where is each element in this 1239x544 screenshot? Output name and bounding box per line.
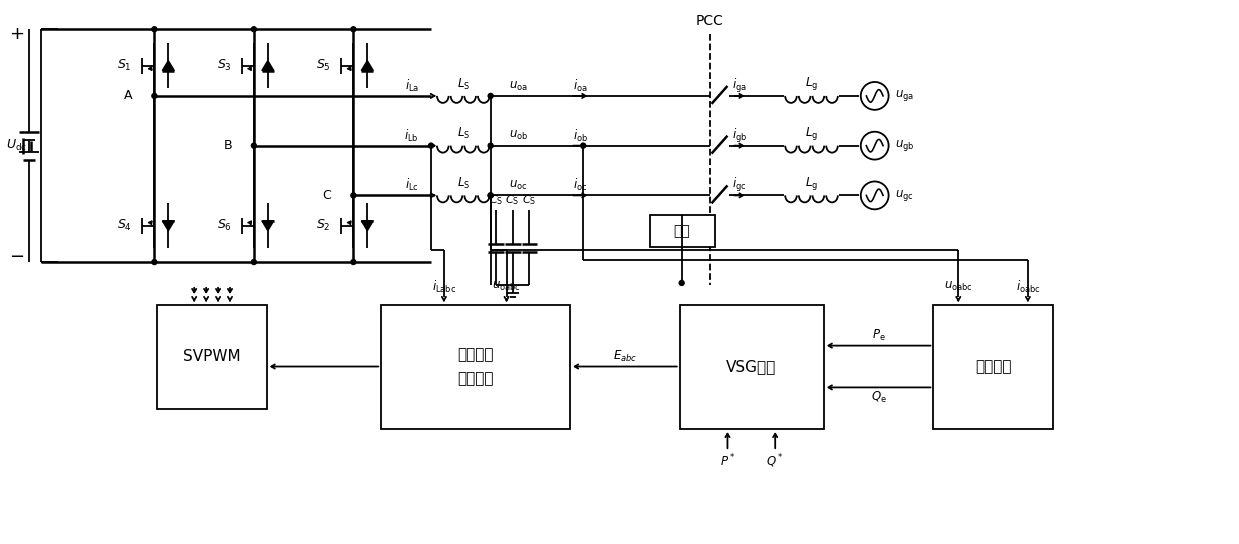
Circle shape bbox=[488, 94, 493, 98]
Bar bbox=[680, 305, 824, 429]
Text: $L_{\rm S}$: $L_{\rm S}$ bbox=[457, 126, 470, 141]
Circle shape bbox=[351, 27, 356, 32]
Text: +: + bbox=[10, 25, 25, 43]
Bar bbox=[157, 305, 266, 409]
Text: $u_{\rm gc}$: $u_{\rm gc}$ bbox=[895, 188, 913, 203]
Text: $u_{\rm oabc}$: $u_{\rm oabc}$ bbox=[492, 280, 520, 293]
Polygon shape bbox=[162, 60, 175, 71]
Text: $S_6$: $S_6$ bbox=[217, 218, 232, 233]
Text: PCC: PCC bbox=[695, 14, 724, 28]
Text: $P^*$: $P^*$ bbox=[720, 453, 735, 469]
Text: $L_{\rm g}$: $L_{\rm g}$ bbox=[805, 76, 818, 92]
Text: $i_{\rm Labc}$: $i_{\rm Labc}$ bbox=[432, 279, 456, 295]
Circle shape bbox=[152, 27, 157, 32]
Text: $u_{\rm ga}$: $u_{\rm ga}$ bbox=[895, 89, 913, 103]
Text: $u_{\rm ob}$: $u_{\rm ob}$ bbox=[509, 129, 528, 142]
Text: SVPWM: SVPWM bbox=[183, 349, 240, 364]
Circle shape bbox=[488, 193, 493, 198]
Text: $i_{\rm ob}$: $i_{\rm ob}$ bbox=[572, 128, 587, 144]
Text: $Q^*$: $Q^*$ bbox=[767, 452, 784, 470]
Text: C: C bbox=[322, 189, 332, 202]
Text: A: A bbox=[124, 89, 133, 102]
Text: B: B bbox=[223, 139, 232, 152]
Text: $i_{\rm oc}$: $i_{\rm oc}$ bbox=[572, 177, 587, 194]
Text: $i_{\rm gc}$: $i_{\rm gc}$ bbox=[732, 176, 747, 194]
Text: $Q_{\rm e}$: $Q_{\rm e}$ bbox=[871, 390, 887, 405]
Text: 双环控制: 双环控制 bbox=[457, 371, 494, 386]
Text: $E_{abc}$: $E_{abc}$ bbox=[613, 349, 637, 364]
Text: $u_{\rm oa}$: $u_{\rm oa}$ bbox=[509, 79, 528, 92]
Text: $i_{\rm Lc}$: $i_{\rm Lc}$ bbox=[405, 177, 419, 194]
Circle shape bbox=[488, 193, 493, 198]
Text: $i_{\rm oabc}$: $i_{\rm oabc}$ bbox=[1016, 279, 1041, 295]
Text: $L_{\rm g}$: $L_{\rm g}$ bbox=[805, 125, 818, 142]
Text: $U_{\rm dc}$: $U_{\rm dc}$ bbox=[6, 138, 26, 153]
Text: $i_{\rm ga}$: $i_{\rm ga}$ bbox=[732, 77, 747, 95]
Text: $S_3$: $S_3$ bbox=[217, 58, 232, 72]
Text: $C_{\rm S}$: $C_{\rm S}$ bbox=[506, 194, 519, 207]
Text: $u_{\rm oabc}$: $u_{\rm oabc}$ bbox=[944, 280, 973, 293]
Circle shape bbox=[252, 27, 256, 32]
Text: $i_{\rm Lb}$: $i_{\rm Lb}$ bbox=[404, 128, 419, 144]
Text: 功率计算: 功率计算 bbox=[975, 359, 1011, 374]
Polygon shape bbox=[362, 221, 373, 231]
Circle shape bbox=[581, 143, 586, 148]
Circle shape bbox=[252, 143, 256, 148]
Circle shape bbox=[429, 143, 434, 148]
Circle shape bbox=[152, 94, 157, 98]
Text: VSG控制: VSG控制 bbox=[726, 359, 777, 374]
Polygon shape bbox=[261, 221, 274, 231]
Text: $L_{\rm S}$: $L_{\rm S}$ bbox=[457, 76, 470, 91]
Text: $S_4$: $S_4$ bbox=[116, 218, 133, 233]
Text: −: − bbox=[10, 248, 25, 266]
Text: $L_{\rm S}$: $L_{\rm S}$ bbox=[457, 176, 470, 191]
Text: $L_{\rm g}$: $L_{\rm g}$ bbox=[805, 175, 818, 192]
Circle shape bbox=[679, 281, 684, 286]
Text: $u_{\rm oc}$: $u_{\rm oc}$ bbox=[509, 179, 528, 192]
Circle shape bbox=[488, 143, 493, 148]
Text: $S_1$: $S_1$ bbox=[118, 58, 131, 72]
Circle shape bbox=[152, 259, 157, 264]
Text: $u_{\rm gb}$: $u_{\rm gb}$ bbox=[895, 138, 914, 153]
Circle shape bbox=[252, 259, 256, 264]
Polygon shape bbox=[162, 221, 175, 231]
Bar bbox=[382, 305, 570, 429]
Bar bbox=[933, 305, 1053, 429]
Polygon shape bbox=[362, 60, 373, 71]
Text: $C_{\rm S}$: $C_{\rm S}$ bbox=[523, 194, 536, 207]
Text: $S_2$: $S_2$ bbox=[316, 218, 331, 233]
Circle shape bbox=[351, 193, 356, 198]
Circle shape bbox=[351, 259, 356, 264]
Text: $i_{\rm gb}$: $i_{\rm gb}$ bbox=[732, 127, 747, 145]
Text: $S_5$: $S_5$ bbox=[316, 58, 331, 72]
Text: $C_{\rm S}$: $C_{\rm S}$ bbox=[488, 194, 503, 207]
Text: 电压电流: 电压电流 bbox=[457, 347, 494, 362]
Polygon shape bbox=[261, 60, 274, 71]
Text: $P_{\rm e}$: $P_{\rm e}$ bbox=[872, 328, 886, 343]
Bar bbox=[649, 215, 715, 247]
Text: 负载: 负载 bbox=[673, 224, 690, 238]
Text: $i_{\rm La}$: $i_{\rm La}$ bbox=[405, 78, 419, 94]
Text: $i_{\rm oa}$: $i_{\rm oa}$ bbox=[572, 78, 587, 94]
